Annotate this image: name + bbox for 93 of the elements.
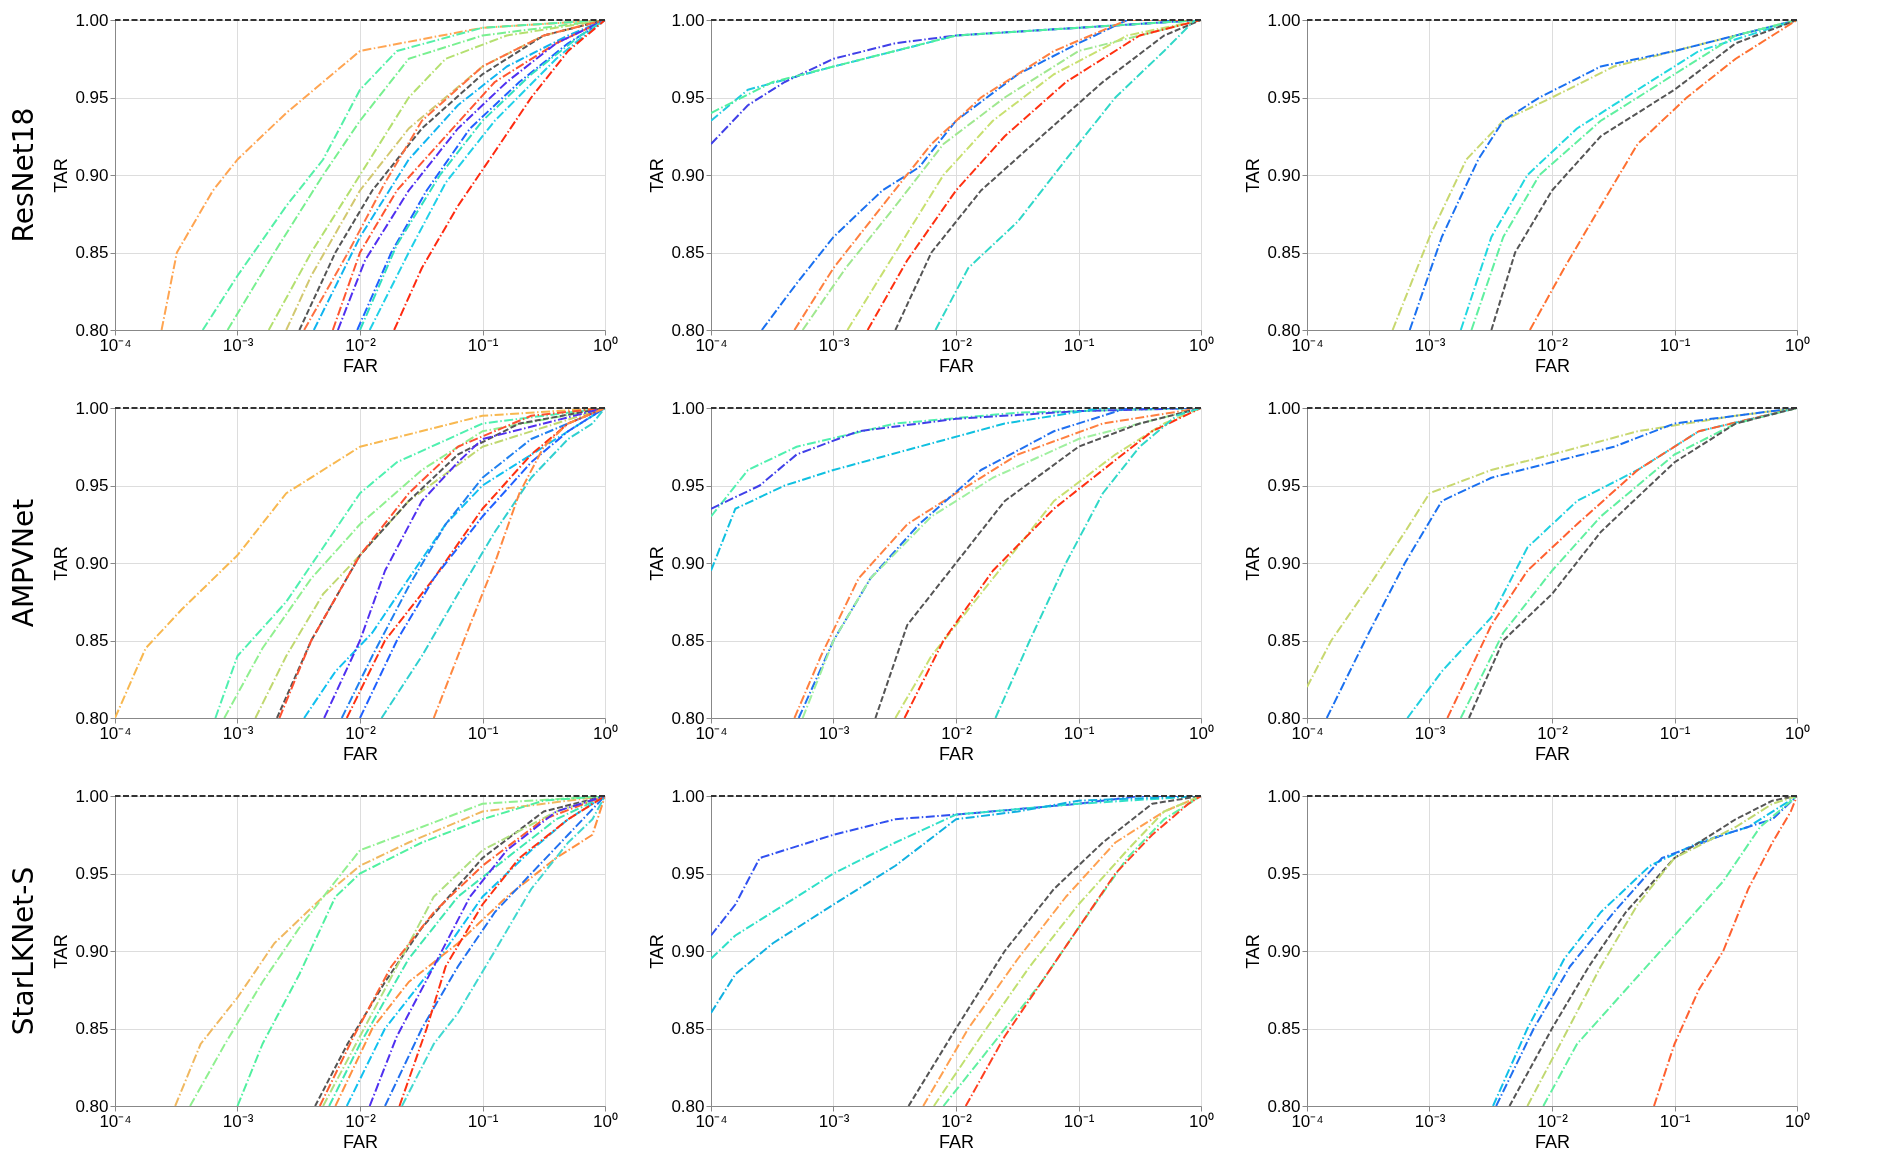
y-tick-label: 0.95 bbox=[75, 476, 109, 495]
x-tick-label: 10⁻² bbox=[345, 723, 377, 743]
x-tick-label: 10⁻¹ bbox=[1659, 335, 1691, 355]
y-tick-label: 0.90 bbox=[671, 165, 705, 185]
y-axis-title: TAR bbox=[647, 158, 668, 193]
x-axis-title: FAR bbox=[1534, 355, 1571, 376]
x-tick-label: 10⁰ bbox=[1785, 335, 1810, 355]
y-tick-label: 0.85 bbox=[1267, 243, 1301, 262]
x-tick-label: 10⁰ bbox=[1189, 1111, 1214, 1131]
y-tick-label: 0.95 bbox=[671, 88, 705, 107]
x-tick-label: 10⁻³ bbox=[222, 723, 254, 743]
y-axis-title: TAR bbox=[51, 934, 72, 969]
x-tick-label: 10⁻² bbox=[941, 1111, 973, 1131]
y-tick-label: 0.85 bbox=[75, 631, 109, 650]
x-tick-label: 10⁻³ bbox=[818, 723, 850, 743]
y-tick-label: 1.00 bbox=[671, 398, 705, 418]
y-tick-label: 0.95 bbox=[671, 476, 705, 495]
x-tick-label: 10⁻² bbox=[1537, 1111, 1569, 1131]
x-axis-title: FAR bbox=[938, 1131, 975, 1152]
x-tick-label: 10⁻¹ bbox=[1659, 723, 1691, 743]
y-tick-label: 1.00 bbox=[1267, 786, 1301, 806]
y-tick-label: 0.90 bbox=[1267, 553, 1301, 573]
y-tick-label: 0.90 bbox=[671, 553, 705, 573]
y-tick-label: 0.95 bbox=[671, 864, 705, 883]
y-axis-title: TAR bbox=[51, 158, 72, 193]
x-tick-label: 10⁻² bbox=[941, 723, 973, 743]
y-tick-label: 0.90 bbox=[1267, 165, 1301, 185]
text: AMPVNet bbox=[6, 498, 40, 628]
y-tick-label: 0.95 bbox=[1267, 864, 1301, 883]
x-tick-label: 10⁻² bbox=[1537, 723, 1569, 743]
y-tick-label: 0.85 bbox=[671, 243, 705, 262]
y-tick-label: 0.95 bbox=[75, 88, 109, 107]
y-tick-label: 0.90 bbox=[75, 165, 109, 185]
x-axis-title: FAR bbox=[342, 1131, 379, 1152]
y-tick-label: 0.95 bbox=[1267, 88, 1301, 107]
x-axis-title: FAR bbox=[1534, 1131, 1571, 1152]
x-tick-label: 10⁰ bbox=[1189, 335, 1214, 355]
x-tick-label: 10⁰ bbox=[593, 723, 618, 743]
y-tick-label: 0.85 bbox=[1267, 1019, 1301, 1038]
y-tick-label: 0.90 bbox=[75, 941, 109, 961]
y-tick-label: 0.95 bbox=[1267, 476, 1301, 495]
x-axis-title: FAR bbox=[1534, 743, 1571, 764]
x-tick-label: 10⁻³ bbox=[1414, 335, 1446, 355]
y-tick-label: 0.90 bbox=[1267, 941, 1301, 961]
x-tick-label: 10⁰ bbox=[1785, 723, 1810, 743]
y-tick-label: 1.00 bbox=[75, 398, 109, 418]
x-axis-title: FAR bbox=[342, 355, 379, 376]
x-tick-label: 10⁻¹ bbox=[467, 335, 499, 355]
y-tick-label: 0.85 bbox=[75, 243, 109, 262]
y-axis-title: TAR bbox=[1243, 934, 1264, 969]
x-tick-label: 10⁻² bbox=[941, 335, 973, 355]
y-tick-label: 0.85 bbox=[1267, 631, 1301, 650]
y-tick-label: 0.90 bbox=[75, 553, 109, 573]
x-tick-label: 10⁻¹ bbox=[467, 723, 499, 743]
x-tick-label: 10⁰ bbox=[1785, 1111, 1810, 1131]
x-axis-title: FAR bbox=[938, 355, 975, 376]
x-tick-label: 10⁻² bbox=[1537, 335, 1569, 355]
x-tick-label: 10⁻³ bbox=[1414, 1111, 1446, 1131]
x-tick-label: 10⁻¹ bbox=[1659, 1111, 1691, 1131]
y-tick-label: 0.85 bbox=[671, 1019, 705, 1038]
x-tick-label: 10⁻² bbox=[345, 1111, 377, 1131]
x-tick-label: 10⁻³ bbox=[222, 1111, 254, 1131]
y-tick-label: 1.00 bbox=[1267, 10, 1301, 30]
y-tick-label: 0.85 bbox=[75, 1019, 109, 1038]
y-tick-label: 1.00 bbox=[75, 10, 109, 30]
x-tick-label: 10⁻² bbox=[345, 335, 377, 355]
y-tick-label: 0.85 bbox=[671, 631, 705, 650]
y-tick-label: 1.00 bbox=[1267, 398, 1301, 418]
y-axis-title: TAR bbox=[1243, 158, 1264, 193]
x-tick-label: 10⁻¹ bbox=[1063, 335, 1095, 355]
x-tick-label: 10⁻¹ bbox=[1063, 1111, 1095, 1131]
x-tick-label: 10⁻³ bbox=[1414, 723, 1446, 743]
y-tick-label: 1.00 bbox=[671, 10, 705, 30]
y-tick-label: 1.00 bbox=[75, 786, 109, 806]
y-tick-label: 0.90 bbox=[671, 941, 705, 961]
x-tick-label: 10⁰ bbox=[593, 1111, 618, 1131]
x-tick-label: 10⁰ bbox=[593, 335, 618, 355]
y-tick-label: 1.00 bbox=[671, 786, 705, 806]
x-tick-label: 10⁻³ bbox=[818, 1111, 850, 1131]
x-axis-title: FAR bbox=[938, 743, 975, 764]
y-tick-label: 0.95 bbox=[75, 864, 109, 883]
x-tick-label: 10⁻¹ bbox=[1063, 723, 1095, 743]
x-tick-label: 10⁰ bbox=[1189, 723, 1214, 743]
y-axis-title: TAR bbox=[647, 546, 668, 581]
y-axis-title: TAR bbox=[51, 546, 72, 581]
x-tick-label: 10⁻¹ bbox=[467, 1111, 499, 1131]
x-tick-label: 10⁻³ bbox=[818, 335, 850, 355]
text: ResNet18 bbox=[6, 107, 40, 243]
y-axis-title: TAR bbox=[1243, 546, 1264, 581]
text: StarLKNet-S bbox=[6, 866, 40, 1036]
x-tick-label: 10⁻³ bbox=[222, 335, 254, 355]
y-axis-title: TAR bbox=[647, 934, 668, 969]
x-axis-title: FAR bbox=[342, 743, 379, 764]
